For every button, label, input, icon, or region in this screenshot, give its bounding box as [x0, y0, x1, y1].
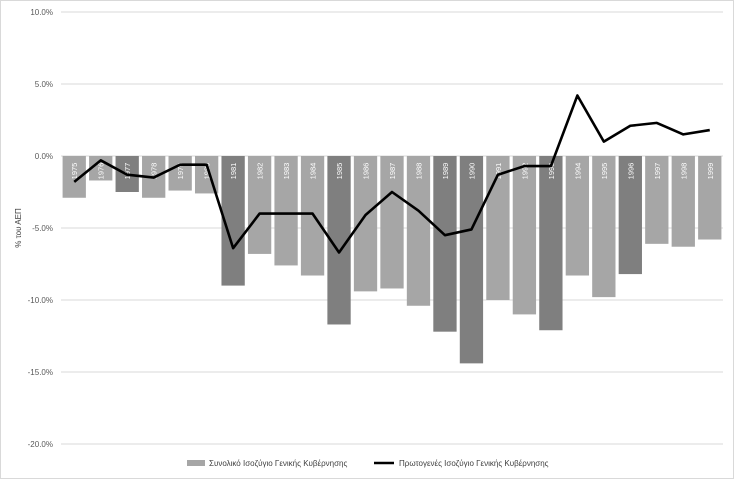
- category-label: 1987: [388, 163, 397, 180]
- bar-1988: [406, 156, 431, 306]
- category-label: 1982: [256, 163, 265, 180]
- bar-1989: [433, 156, 457, 332]
- bar-1998: [671, 156, 695, 247]
- category-label: 1992: [520, 163, 529, 180]
- y-tick-label: 5.0%: [35, 80, 53, 89]
- category-label: 1978: [150, 163, 159, 180]
- category-label: 1997: [653, 163, 662, 180]
- category-label: 1977: [123, 163, 132, 180]
- category-labels: 1975 1976 1977 1978 1979 1980 1981 1982 1983 1984…: [70, 163, 715, 180]
- category-label: 1983: [282, 163, 291, 180]
- bar-1995: [592, 156, 616, 298]
- y-tick-label: -20.0%: [28, 440, 53, 449]
- category-label: 1993: [547, 163, 556, 180]
- bar-1982: [247, 156, 272, 254]
- bar-1983: [274, 156, 298, 266]
- bar-1993: [539, 156, 563, 331]
- category-label: 1998: [679, 163, 688, 180]
- legend-label-line: Πρωτογενές Ισοζύγιο Γενικής Κυβέρνησης: [399, 459, 549, 468]
- category-label: 1991: [494, 163, 503, 180]
- category-label: 1994: [573, 163, 582, 180]
- bar-1981: [221, 156, 245, 286]
- category-label: 1996: [626, 163, 635, 180]
- category-label: 1995: [600, 163, 609, 180]
- category-label: 1988: [414, 163, 423, 180]
- category-label: 1985: [335, 163, 344, 180]
- y-axis-ticks: 10.0% 5.0% 0.0% -5.0% -10.0% -15.0% -20.0%: [28, 8, 53, 449]
- y-tick-label: -15.0%: [28, 368, 53, 377]
- y-axis-title: % του ΑΕΠ: [14, 208, 23, 248]
- category-label: 1999: [706, 163, 715, 180]
- bar-1987: [380, 156, 404, 289]
- y-tick-label: 0.0%: [35, 152, 53, 161]
- bar-1991: [486, 156, 510, 300]
- category-label: 1979: [176, 163, 185, 180]
- category-label: 1989: [441, 163, 450, 180]
- category-label: 1976: [97, 163, 106, 180]
- category-label: 1990: [467, 163, 476, 180]
- bar-1975: [62, 156, 86, 198]
- y-tick-label: 10.0%: [30, 8, 53, 17]
- category-label: 1984: [309, 163, 318, 180]
- category-label: 1975: [70, 163, 79, 180]
- category-label: 1980: [203, 163, 212, 180]
- bar-series: [62, 156, 722, 364]
- legend-swatch-bar: [187, 460, 205, 466]
- bar-1999: [698, 156, 722, 240]
- y-tick-label: -10.0%: [28, 296, 53, 305]
- bar-1985: [327, 156, 351, 325]
- bar-1986: [353, 156, 378, 292]
- bar-1992: [512, 156, 537, 315]
- legend-label-bar: Συνολικό Ισοζύγιο Γενικής Κυβέρνησης: [209, 459, 347, 468]
- category-label: 1981: [229, 163, 238, 180]
- bar-1996: [618, 156, 642, 275]
- y-tick-label: -5.0%: [32, 224, 53, 233]
- bar-1994: [565, 156, 590, 276]
- category-label: 1986: [362, 163, 371, 180]
- bar-1997: [645, 156, 669, 244]
- bar-1990: [459, 156, 484, 364]
- legend: Συνολικό Ισοζύγιο Γενικής Κυβέρνησης Πρωτ…: [187, 459, 549, 468]
- line-series: [73, 94, 710, 254]
